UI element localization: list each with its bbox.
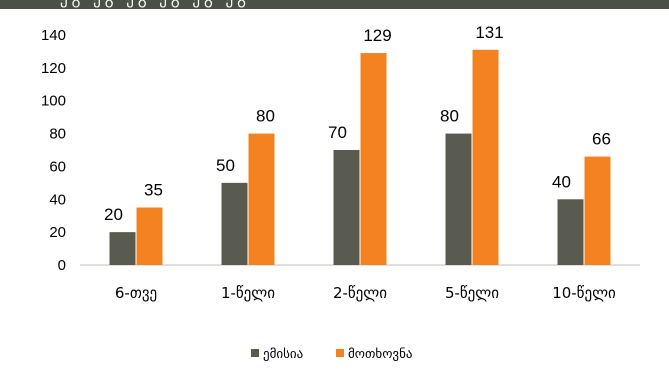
- legend-label: მოთხოვნა: [348, 347, 413, 362]
- y-tick-label: 20: [49, 224, 66, 241]
- bar-demand: [360, 53, 387, 266]
- legend: ემისია მოთხოვნა: [251, 347, 413, 362]
- y-tick-label: 0: [58, 257, 66, 274]
- bar-emission: [445, 133, 472, 265]
- y-tick-label: 60: [49, 158, 66, 175]
- y-tick-label: 100: [41, 93, 66, 110]
- data-label: 70: [328, 123, 347, 142]
- bar-demand: [472, 49, 499, 266]
- legend-swatch: [336, 349, 344, 357]
- x-axis: 6-თვე 1-წელი 2-წელი 5-წელი 10-წელი: [115, 284, 616, 302]
- bar-emission: [333, 150, 360, 265]
- bar-emission: [109, 232, 136, 265]
- data-label: 20: [104, 205, 123, 224]
- data-label: 40: [552, 172, 571, 191]
- legend-swatch: [251, 349, 259, 357]
- bars-group: 20 35 50 80 70 129 80 131 40 66: [104, 23, 611, 266]
- y-tick-label: 140: [41, 27, 66, 44]
- bar-emission: [221, 182, 248, 265]
- x-category-label: 6-თვე: [115, 284, 157, 302]
- x-category-label: 2-წელი: [333, 284, 387, 302]
- data-label: 129: [363, 26, 391, 45]
- top-title-strip: ეგ ეგ ეგ ეგ ეგ ეგ: [0, 0, 669, 9]
- data-label: 131: [475, 23, 503, 42]
- y-tick-label: 120: [41, 60, 66, 77]
- y-axis: 0 20 40 60 80 100 120 140: [41, 27, 640, 274]
- bar-emission: [557, 199, 584, 265]
- y-tick-label: 80: [49, 126, 66, 143]
- bar-demand: [136, 207, 163, 265]
- x-category-label: 1-წელი: [221, 284, 275, 302]
- top-title-fragment: ეგ ეგ ეგ ეგ ეგ ეგ: [60, 0, 250, 8]
- data-label: 80: [256, 107, 275, 126]
- data-label: 50: [216, 156, 235, 175]
- x-category-label: 5-წელი: [445, 284, 499, 302]
- bar-demand: [248, 133, 275, 265]
- data-label: 80: [440, 107, 459, 126]
- x-category-label: 10-წელი: [552, 284, 616, 302]
- data-label: 66: [592, 130, 611, 149]
- y-tick-label: 40: [49, 191, 66, 208]
- legend-label: ემისია: [263, 347, 303, 362]
- bar-demand: [584, 156, 611, 265]
- data-label: 35: [144, 181, 163, 200]
